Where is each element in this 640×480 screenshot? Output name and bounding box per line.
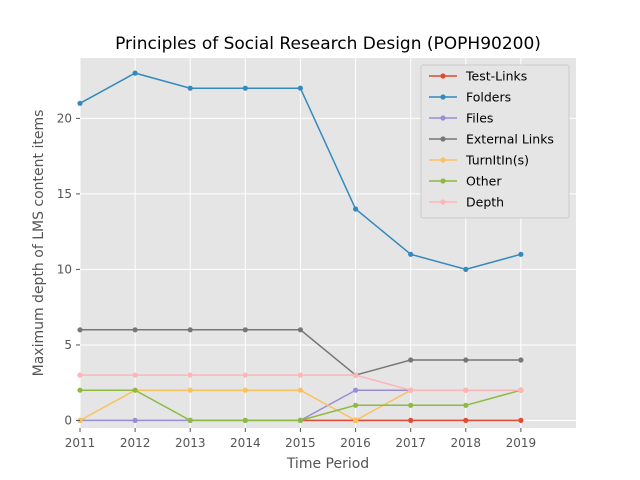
legend-swatch-marker xyxy=(440,73,446,79)
data-point-folders xyxy=(518,251,524,257)
data-point-test-links xyxy=(518,417,524,423)
data-point-depth xyxy=(132,372,138,378)
y-axis-ticks: 0 5 10 15 20 xyxy=(57,111,80,427)
data-point-files xyxy=(132,417,138,423)
data-point-depth xyxy=(77,372,83,378)
legend-label: Files xyxy=(466,111,493,126)
legend-item: TurnItIn(s) xyxy=(429,153,529,168)
legend-label: Test-Links xyxy=(465,69,527,84)
data-point-depth xyxy=(242,372,248,378)
data-point-turnitin-s xyxy=(297,387,303,393)
x-axis-ticks: 2011 2012 2013 2014 2015 2016 2017 2018 2019 xyxy=(65,428,536,450)
legend: Test-Links Folders Files External Links Turn… xyxy=(420,64,570,219)
y-tick-label: 10 xyxy=(57,262,72,276)
x-tick-label: 2011 xyxy=(65,436,96,450)
legend-swatch-marker xyxy=(440,199,446,205)
series-other xyxy=(77,387,524,423)
x-tick-label: 2018 xyxy=(451,436,482,450)
data-point-depth xyxy=(408,387,414,393)
series-depth xyxy=(77,372,524,393)
legend-label: Depth xyxy=(466,195,504,210)
data-point-folders xyxy=(408,251,414,257)
legend-swatch-marker xyxy=(440,178,446,184)
data-point-depth xyxy=(353,372,359,378)
data-point-external-links xyxy=(132,327,138,333)
data-point-external-links xyxy=(77,327,83,333)
data-point-other xyxy=(297,417,303,423)
legend-swatch-marker xyxy=(440,94,446,100)
data-point-folders xyxy=(463,266,469,272)
data-point-external-links xyxy=(408,357,414,363)
legend-box xyxy=(420,64,570,219)
x-tick-label: 2014 xyxy=(230,436,261,450)
data-point-folders xyxy=(132,70,138,76)
data-point-test-links xyxy=(408,417,414,423)
data-point-turnitin-s xyxy=(242,387,248,393)
legend-item: Test-Links xyxy=(429,69,527,84)
data-point-depth xyxy=(187,372,193,378)
legend-item: Depth xyxy=(429,195,504,210)
legend-label: Other xyxy=(466,174,502,189)
legend-swatch-marker xyxy=(440,136,446,142)
y-tick-label: 5 xyxy=(64,338,72,352)
x-tick-label: 2016 xyxy=(340,436,371,450)
data-point-other xyxy=(187,417,193,423)
data-point-other xyxy=(77,387,83,393)
x-tick-label: 2019 xyxy=(506,436,537,450)
data-point-depth xyxy=(518,387,524,393)
data-point-other xyxy=(408,402,414,408)
series-layer xyxy=(77,70,524,423)
legend-item: Files xyxy=(429,111,493,126)
data-point-turnitin-s xyxy=(187,387,193,393)
data-point-turnitin-s xyxy=(353,417,359,423)
x-tick-label: 2013 xyxy=(175,436,206,450)
x-axis-label: Time Period xyxy=(286,456,369,472)
legend-swatch-marker xyxy=(440,157,446,163)
y-tick-label: 0 xyxy=(64,413,72,427)
data-point-external-links xyxy=(463,357,469,363)
data-point-folders xyxy=(77,100,83,106)
legend-label: TurnItIn(s) xyxy=(465,153,529,168)
x-tick-label: 2015 xyxy=(285,436,316,450)
series-folders xyxy=(77,70,524,272)
x-tick-label: 2012 xyxy=(120,436,151,450)
data-point-test-links xyxy=(463,417,469,423)
y-axis-label: Maximum depth of LMS content items xyxy=(31,110,47,377)
data-point-folders xyxy=(353,206,359,212)
data-point-files xyxy=(353,387,359,393)
data-point-depth xyxy=(297,372,303,378)
legend-swatch-marker xyxy=(440,115,446,121)
data-point-external-links xyxy=(187,327,193,333)
data-point-external-links xyxy=(242,327,248,333)
data-point-folders xyxy=(242,85,248,91)
y-tick-label: 20 xyxy=(57,111,72,125)
data-point-external-links xyxy=(297,327,303,333)
data-point-other xyxy=(132,387,138,393)
legend-label: External Links xyxy=(466,132,554,147)
data-point-external-links xyxy=(518,357,524,363)
legend-item: External Links xyxy=(429,132,554,147)
data-point-other xyxy=(353,402,359,408)
chart-title: Principles of Social Research Design (PO… xyxy=(115,34,541,54)
legend-item: Other xyxy=(429,174,502,189)
data-point-folders xyxy=(187,85,193,91)
data-point-other xyxy=(463,402,469,408)
data-point-folders xyxy=(297,85,303,91)
legend-label: Folders xyxy=(466,90,511,105)
data-point-depth xyxy=(463,387,469,393)
data-point-other xyxy=(242,417,248,423)
legend-item: Folders xyxy=(429,90,511,105)
y-tick-label: 15 xyxy=(57,187,72,201)
x-tick-label: 2017 xyxy=(395,436,426,450)
